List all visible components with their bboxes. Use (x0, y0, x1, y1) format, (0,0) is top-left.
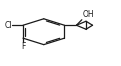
Text: F: F (21, 42, 25, 51)
Text: OH: OH (82, 10, 94, 19)
Text: Cl: Cl (4, 21, 12, 30)
